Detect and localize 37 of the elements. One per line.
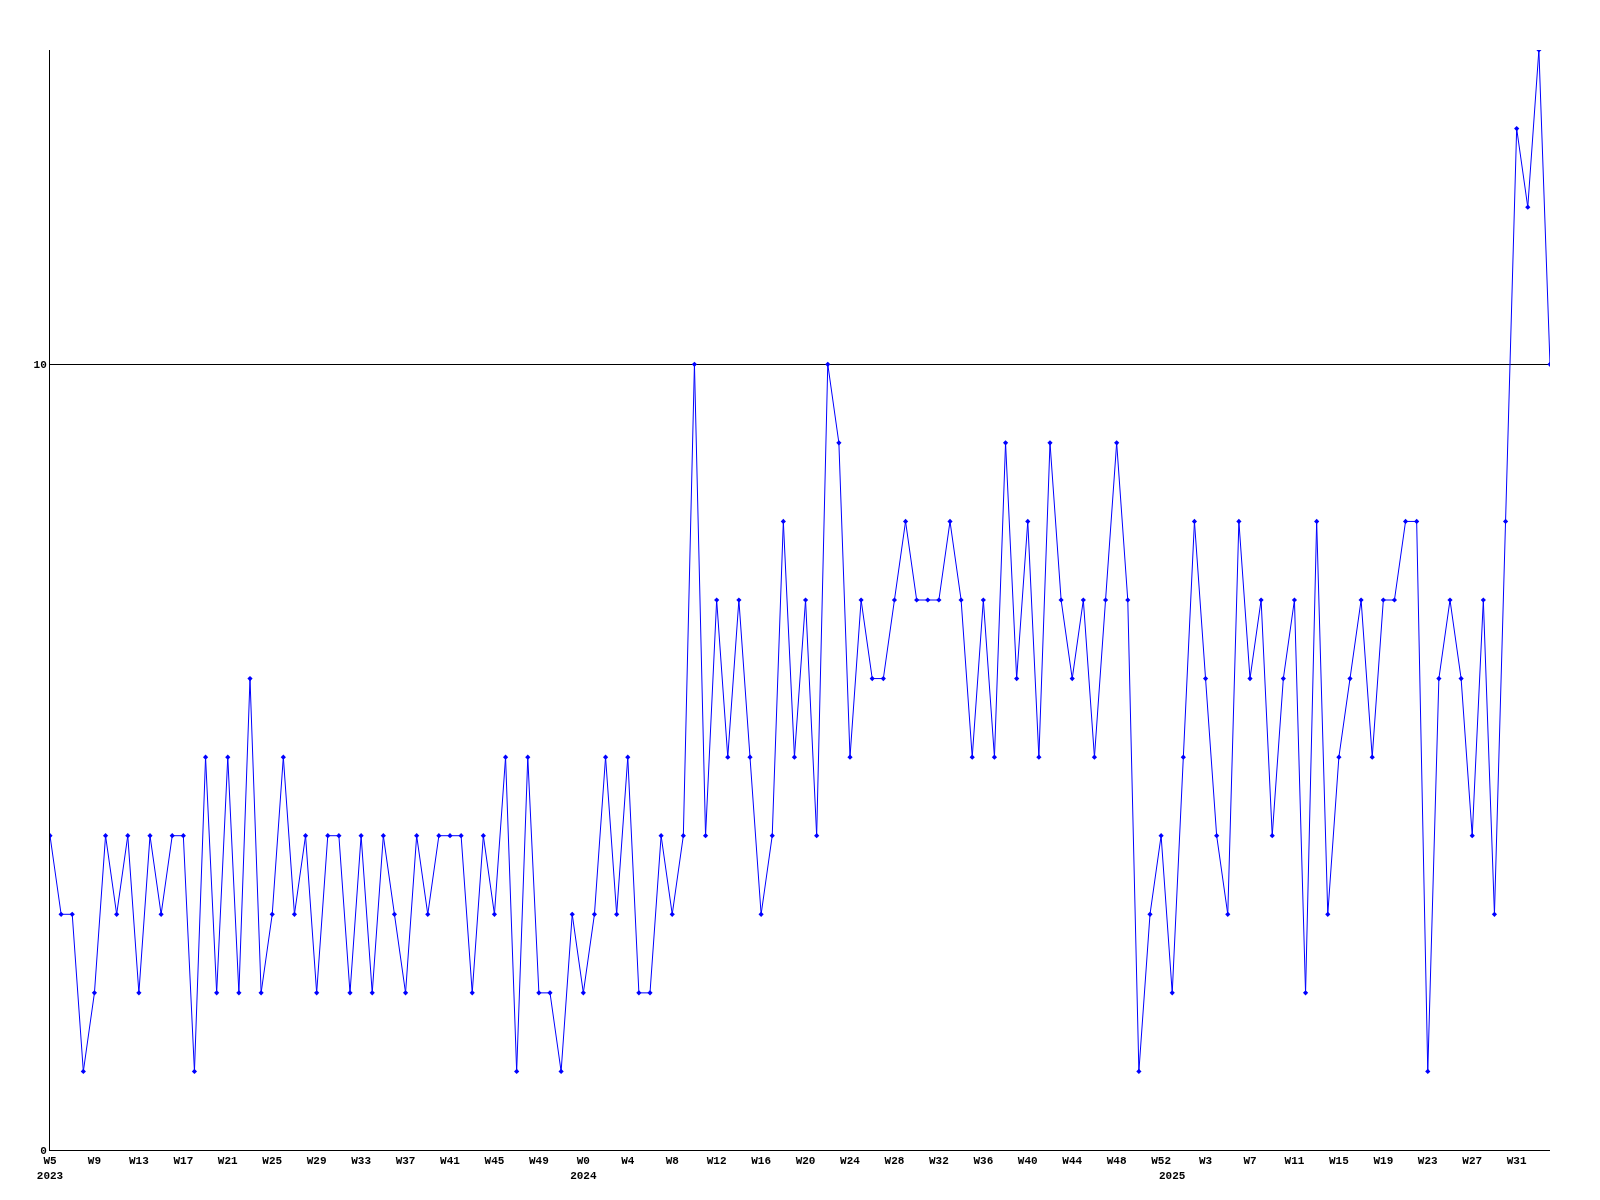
x-tick-label: W40 [1017,1155,1038,1168]
x-tick-label: W3 [1198,1155,1213,1168]
x-tick-label: W28 [884,1155,905,1168]
x-tick-label: W0 2024 [570,1155,597,1182]
x-tick-label: W20 [795,1155,816,1168]
x-tick-label: W41 [440,1155,461,1168]
x-tick-label: W13 [128,1155,150,1168]
x-tick-label: W49 [528,1155,549,1168]
x-tick-label: W17 [173,1155,194,1168]
x-tick-label: W44 [1062,1155,1083,1168]
x-tick-label: 2025 [1159,1169,1186,1182]
x-tick-label: W45 [484,1155,505,1168]
x-tick-label: W33 [351,1155,372,1168]
x-tick-label: W15 [1328,1155,1350,1168]
x-tick-label: W21 [217,1155,239,1168]
x-tick-label: W9 [87,1155,102,1168]
x-tick-label: W37 [395,1155,416,1168]
x-tick-label: W27 [1462,1155,1483,1168]
x-tick-label: W32 [928,1155,949,1168]
x-tick-label: W11 [1284,1155,1305,1168]
x-tick-label: W16 [751,1155,772,1168]
x-tick-label: W48 [1106,1155,1127,1168]
y-tick-label: 0 [40,1144,47,1157]
x-tick-label: W25 [262,1155,283,1168]
x-tick-label: W31 [1506,1155,1527,1168]
x-tick-label: W12 [706,1155,727,1168]
x-tick-label: W8 [665,1155,680,1168]
x-tick-label: W24 [840,1155,861,1168]
x-tick-label: W36 [973,1155,994,1168]
x-tick-label: W4 [621,1155,635,1168]
y-tick-label: 10 [33,359,47,372]
x-tick-label: W29 [306,1155,327,1168]
x-tick-label: W19 [1373,1155,1394,1168]
x-tick-label: W5 2023 [36,1155,64,1182]
x-tick-label: W52 [1151,1155,1172,1168]
x-tick-label: W7 [1243,1155,1257,1168]
x-tick-label: W23 [1417,1155,1439,1168]
